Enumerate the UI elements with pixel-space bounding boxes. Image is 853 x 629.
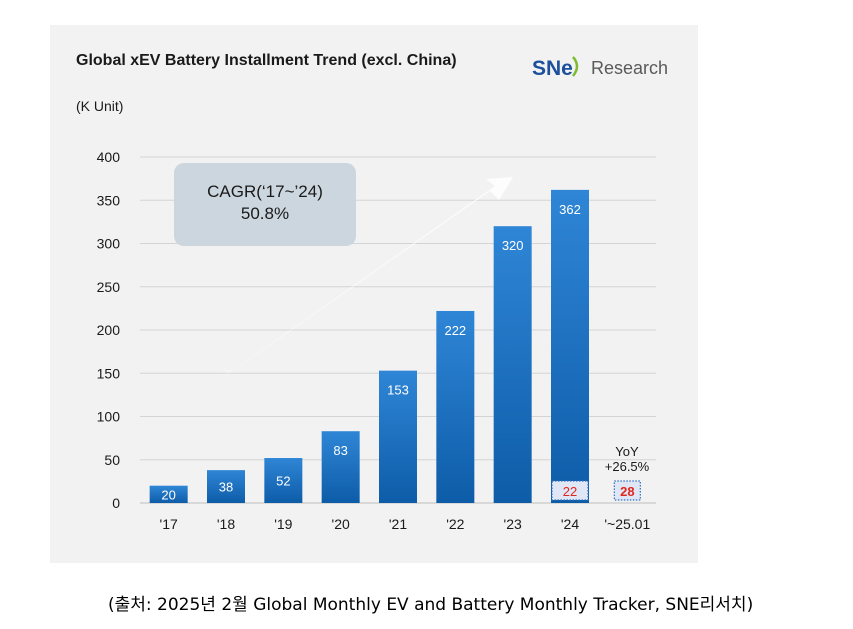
x-tick-label: '22 [446, 516, 464, 532]
highlight-box-24 [551, 480, 589, 501]
y-tick-label: 250 [97, 279, 121, 295]
cagr-value-label: 50.8% [241, 204, 289, 223]
bar-value-label: 20 [161, 487, 175, 502]
y-tick-label: 50 [104, 452, 120, 468]
bar-labels: 20 38 52 83 153 222 320 362 22 28 [161, 202, 634, 502]
y-tick-label: 200 [97, 322, 121, 338]
bar-value-label: 38 [219, 480, 233, 495]
bar-2 [264, 458, 303, 503]
bars [149, 189, 641, 503]
bar-value-label: 222 [444, 323, 466, 338]
y-tick-label: 0 [112, 495, 120, 511]
bar-value-label: 52 [276, 474, 290, 489]
yoy-label: YoY [615, 444, 639, 459]
y-tick-label: 350 [97, 192, 121, 208]
y-tick-label: 150 [97, 365, 121, 381]
bar-value-label: 320 [502, 238, 524, 253]
cagr-callout: CAGR(‘17~’24) 50.8% [174, 163, 356, 246]
x-tick-label: '21 [389, 516, 407, 532]
bar-value-label: 28 [620, 484, 634, 499]
x-tick-label: '17 [160, 516, 178, 532]
y-tick-label: 100 [97, 409, 121, 425]
y-axis-ticks: 0 50 100 150 200 250 300 350 400 [97, 149, 121, 511]
bar-0 [149, 485, 188, 503]
bar-value-label: 153 [387, 383, 409, 398]
chart-title: Global xEV Battery Installment Trend (ex… [76, 52, 457, 69]
highlight-value-label: 22 [563, 484, 577, 499]
x-tick-label: '18 [217, 516, 235, 532]
chart-panel: Global xEV Battery Installment Trend (ex… [50, 25, 698, 563]
bar-5 [436, 310, 475, 503]
x-tick-label: '20 [332, 516, 350, 532]
bar-3 [321, 431, 360, 503]
bar-value-label: 362 [559, 202, 581, 217]
y-tick-label: 400 [97, 149, 121, 165]
x-axis-ticks: '17 '18 '19 '20 '21 '22 '23 '24 '~25.01 [160, 516, 651, 532]
highlight-box-8 [613, 480, 641, 501]
x-tick-label: '23 [504, 516, 522, 532]
y-tick-label: 300 [97, 236, 121, 252]
bar-6 [493, 226, 532, 503]
x-tick-label: '24 [561, 516, 579, 532]
sne-research-logo: SNe Research [532, 56, 668, 80]
x-tick-label: '19 [274, 516, 292, 532]
y-axis-unit-label: (K Unit) [76, 98, 123, 114]
yoy-callout: YoY +26.5% [605, 444, 650, 474]
logo-text: Research [591, 58, 668, 78]
logo-mark: SNe [532, 57, 573, 80]
bar-7 [551, 189, 589, 503]
cagr-box [174, 163, 356, 246]
yoy-value: +26.5% [605, 459, 650, 474]
source-caption: (출처: 2025년 2월 Global Monthly EV and Batt… [108, 595, 754, 615]
bar-value-label: 83 [333, 443, 347, 458]
bar-4 [379, 370, 417, 503]
chart-svg: Global xEV Battery Installment Trend (ex… [76, 52, 668, 532]
cagr-period-label: CAGR(‘17~’24) [207, 182, 323, 201]
logo-swoosh-icon [571, 56, 579, 77]
x-tick-label: '~25.01 [604, 516, 650, 532]
bar-1 [207, 470, 245, 503]
